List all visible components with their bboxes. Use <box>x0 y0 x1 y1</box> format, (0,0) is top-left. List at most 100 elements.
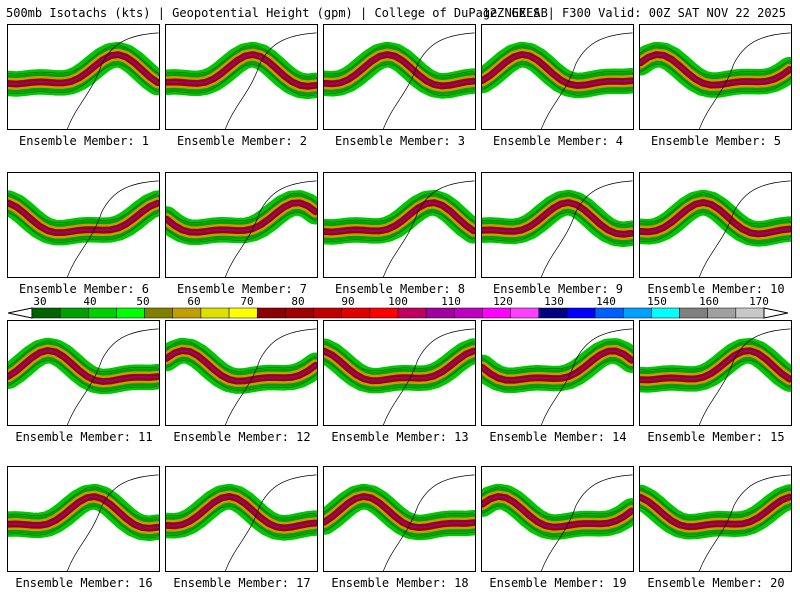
ensemble-panel-8 <box>323 172 476 278</box>
colorbar-swatch <box>313 307 342 319</box>
colorbar-ticks: 30 40 50 60 70 80 90 100 110 120 130 140 150 160 170 <box>0 295 800 308</box>
ensemble-member-label: Ensemble Member: 3 <box>334 134 466 148</box>
ensemble-member-label: Ensemble Member: 18 <box>331 576 469 590</box>
ensemble-panel-19 <box>481 466 634 572</box>
ensemble-panel-2 <box>165 24 318 130</box>
colorbar-swatch <box>256 307 286 319</box>
valid-time: 12Z GEFS | F300 Valid: 00Z SAT NOV 22 20… <box>482 6 786 20</box>
jet-stream-map-19 <box>482 474 633 571</box>
colorbar-right-arrow <box>763 307 788 319</box>
ensemble-member-label: Ensemble Member: 5 <box>650 134 782 148</box>
colorbar-tick-label: 160 <box>699 295 719 308</box>
jet-stream-map-1 <box>8 32 159 129</box>
colorbar-swatch <box>454 307 483 319</box>
colorbar-swatch <box>622 307 652 319</box>
colorbar-swatch <box>341 307 371 319</box>
ensemble-panel-16 <box>7 466 160 572</box>
colorbar-swatch <box>735 307 765 319</box>
colorbar-swatch <box>538 307 568 319</box>
jet-stream-map-9 <box>482 180 633 277</box>
colorbar-tick-label: 90 <box>341 295 355 308</box>
colorbar-swatch <box>510 307 540 319</box>
ensemble-member-label: Ensemble Member: 12 <box>173 430 311 444</box>
ensemble-panel-4 <box>481 24 634 130</box>
ensemble-panel-11 <box>7 320 160 426</box>
ensemble-panel-15 <box>639 320 792 426</box>
colorbar-swatch <box>651 307 680 319</box>
ensemble-panel-18 <box>323 466 476 572</box>
jet-stream-map-3 <box>324 32 475 129</box>
colorbar-tick-label: 60 <box>187 295 201 308</box>
colorbar-swatch <box>88 307 117 319</box>
jet-stream-map-20 <box>640 474 791 571</box>
colorbar-swatch <box>59 307 89 319</box>
ensemble-member-label: Ensemble Member: 14 <box>489 430 627 444</box>
colorbar <box>8 307 788 319</box>
ensemble-panel-9 <box>481 172 634 278</box>
map-title: 500mb Isotachs (kts) | Geopotential Heig… <box>6 6 548 20</box>
ensemble-panel-7 <box>165 172 318 278</box>
colorbar-swatch <box>707 307 737 319</box>
jet-stream-map-8 <box>324 180 475 277</box>
colorbar-tick-label: 120 <box>493 295 513 308</box>
ensemble-member-label: Ensemble Member: 15 <box>647 430 785 444</box>
ensemble-member-label: Ensemble Member: 16 <box>15 576 153 590</box>
colorbar-swatch <box>144 307 174 319</box>
colorbar-tick-label: 40 <box>83 295 97 308</box>
ensemble-member-label: Ensemble Member: 8 <box>334 282 466 296</box>
colorbar-swatch <box>566 307 596 319</box>
colorbar-swatch <box>425 307 455 319</box>
jet-stream-map-18 <box>324 474 475 571</box>
colorbar-swatch <box>116 307 145 319</box>
colorbar-swatch <box>594 307 624 319</box>
ensemble-member-label: Ensemble Member: 11 <box>15 430 153 444</box>
colorbar-swatch <box>31 307 61 319</box>
colorbar-tick-label: 70 <box>240 295 254 308</box>
ensemble-panel-5 <box>639 24 792 130</box>
ensemble-panel-12 <box>165 320 318 426</box>
ensemble-member-label: Ensemble Member: 19 <box>489 576 627 590</box>
colorbar-tick-label: 80 <box>291 295 305 308</box>
colorbar-tick-label: 170 <box>749 295 769 308</box>
colorbar-swatch <box>397 307 427 319</box>
jet-stream-map-16 <box>8 474 159 571</box>
ensemble-panel-17 <box>165 466 318 572</box>
ensemble-panel-14 <box>481 320 634 426</box>
ensemble-member-label: Ensemble Member: 7 <box>176 282 308 296</box>
ensemble-member-label: Ensemble Member: 9 <box>492 282 624 296</box>
jet-stream-map-7 <box>166 180 317 277</box>
colorbar-swatch <box>679 307 708 319</box>
ensemble-member-label: Ensemble Member: 17 <box>173 576 311 590</box>
jet-stream-map-17 <box>166 474 317 571</box>
ensemble-panel-6 <box>7 172 160 278</box>
ensemble-member-label: Ensemble Member: 2 <box>176 134 308 148</box>
colorbar-swatch <box>172 307 202 319</box>
jet-stream-map-15 <box>640 328 791 425</box>
ensemble-member-label: Ensemble Member: 4 <box>492 134 624 148</box>
colorbar-tick-label: 110 <box>441 295 461 308</box>
ensemble-panel-10 <box>639 172 792 278</box>
jet-stream-map-11 <box>8 328 159 425</box>
colorbar-swatch <box>228 307 258 319</box>
jet-stream-map-10 <box>640 180 791 277</box>
ensemble-member-label: Ensemble Member: 1 <box>18 134 150 148</box>
colorbar-swatch <box>200 307 230 319</box>
colorbar-tick-label: 50 <box>136 295 150 308</box>
colorbar-tick-label: 30 <box>33 295 47 308</box>
colorbar-tick-label: 140 <box>596 295 616 308</box>
ensemble-panel-20 <box>639 466 792 572</box>
jet-stream-map-13 <box>324 328 475 425</box>
ensemble-panel-3 <box>323 24 476 130</box>
jet-stream-map-14 <box>482 328 633 425</box>
ensemble-panel-13 <box>323 320 476 426</box>
ensemble-panel-1 <box>7 24 160 130</box>
colorbar-tick-label: 150 <box>647 295 667 308</box>
jet-stream-map-4 <box>482 32 633 129</box>
jet-stream-map-6 <box>8 180 159 277</box>
colorbar-swatch <box>285 307 314 319</box>
ensemble-member-label: Ensemble Member: 20 <box>647 576 785 590</box>
ensemble-member-label: Ensemble Member: 10 <box>647 282 785 296</box>
colorbar-swatch <box>369 307 399 319</box>
colorbar-tick-label: 130 <box>544 295 564 308</box>
colorbar-left-arrow <box>8 307 33 319</box>
